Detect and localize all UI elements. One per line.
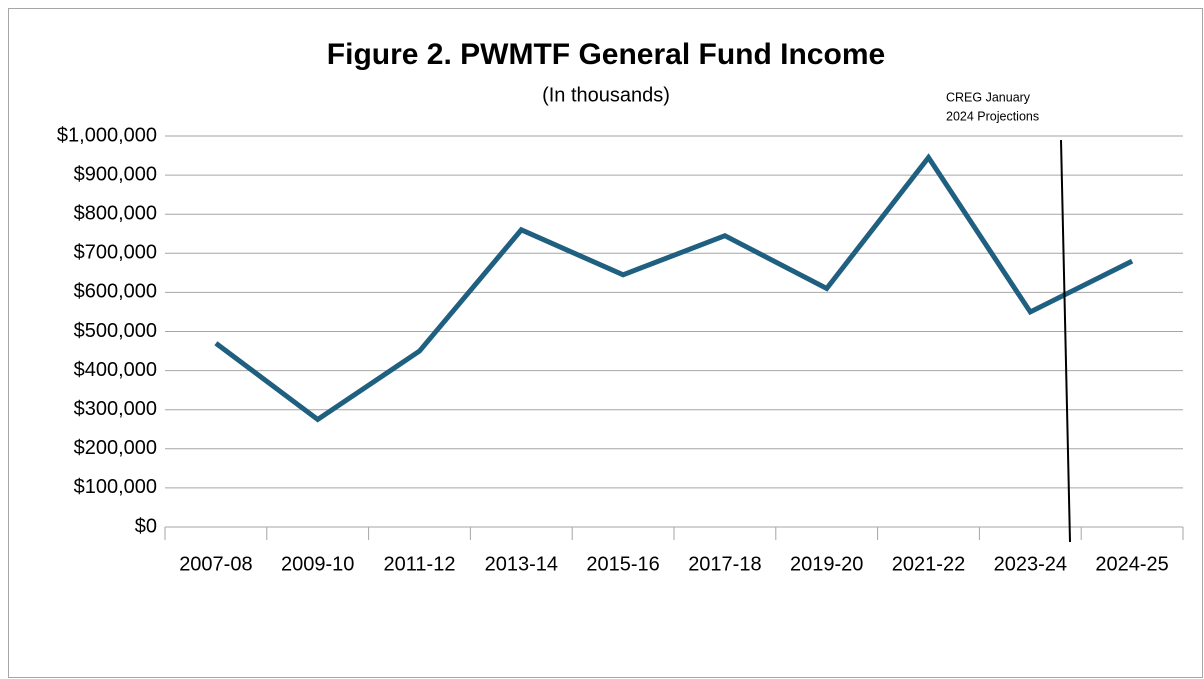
y-tick-label: $0 [135, 515, 157, 537]
y-tick-label: $200,000 [74, 437, 157, 459]
x-tick-label: 2011-12 [384, 553, 456, 575]
x-tick-label: 2024-25 [1095, 553, 1168, 575]
annotation: CREG January [946, 90, 1031, 104]
y-tick-label: $100,000 [74, 476, 157, 498]
x-tick-label: 2013-14 [485, 553, 558, 575]
y-tick-label: $800,000 [74, 202, 157, 224]
x-tick-label: 2021-22 [892, 553, 965, 575]
data-line [214, 153, 1134, 423]
chart-subtitle: (In thousands) [542, 84, 670, 106]
y-tick-label: $400,000 [74, 359, 157, 381]
annotation: 2024 Projections [946, 109, 1039, 123]
y-tick-label: $1,000,000 [57, 124, 157, 146]
y-tick-label: $500,000 [74, 320, 157, 342]
y-tick-label: $700,000 [74, 242, 157, 264]
y-tick-label: $900,000 [74, 163, 157, 185]
x-tick-label: 2019-20 [790, 553, 863, 575]
x-tick-label: 2017-18 [688, 553, 761, 575]
chart-title: Figure 2. PWMTF General Fund Income [327, 38, 885, 71]
chart-border [8, 8, 1203, 678]
x-tick-label: 2007-08 [179, 553, 252, 575]
y-tick-label: $300,000 [74, 398, 157, 420]
x-tick-label: 2015-16 [586, 553, 659, 575]
x-tick-label: 2009-10 [281, 553, 354, 575]
x-tick-label: 2023-24 [994, 553, 1067, 575]
y-tick-label: $600,000 [74, 281, 157, 303]
projection-line [1060, 139, 1071, 543]
